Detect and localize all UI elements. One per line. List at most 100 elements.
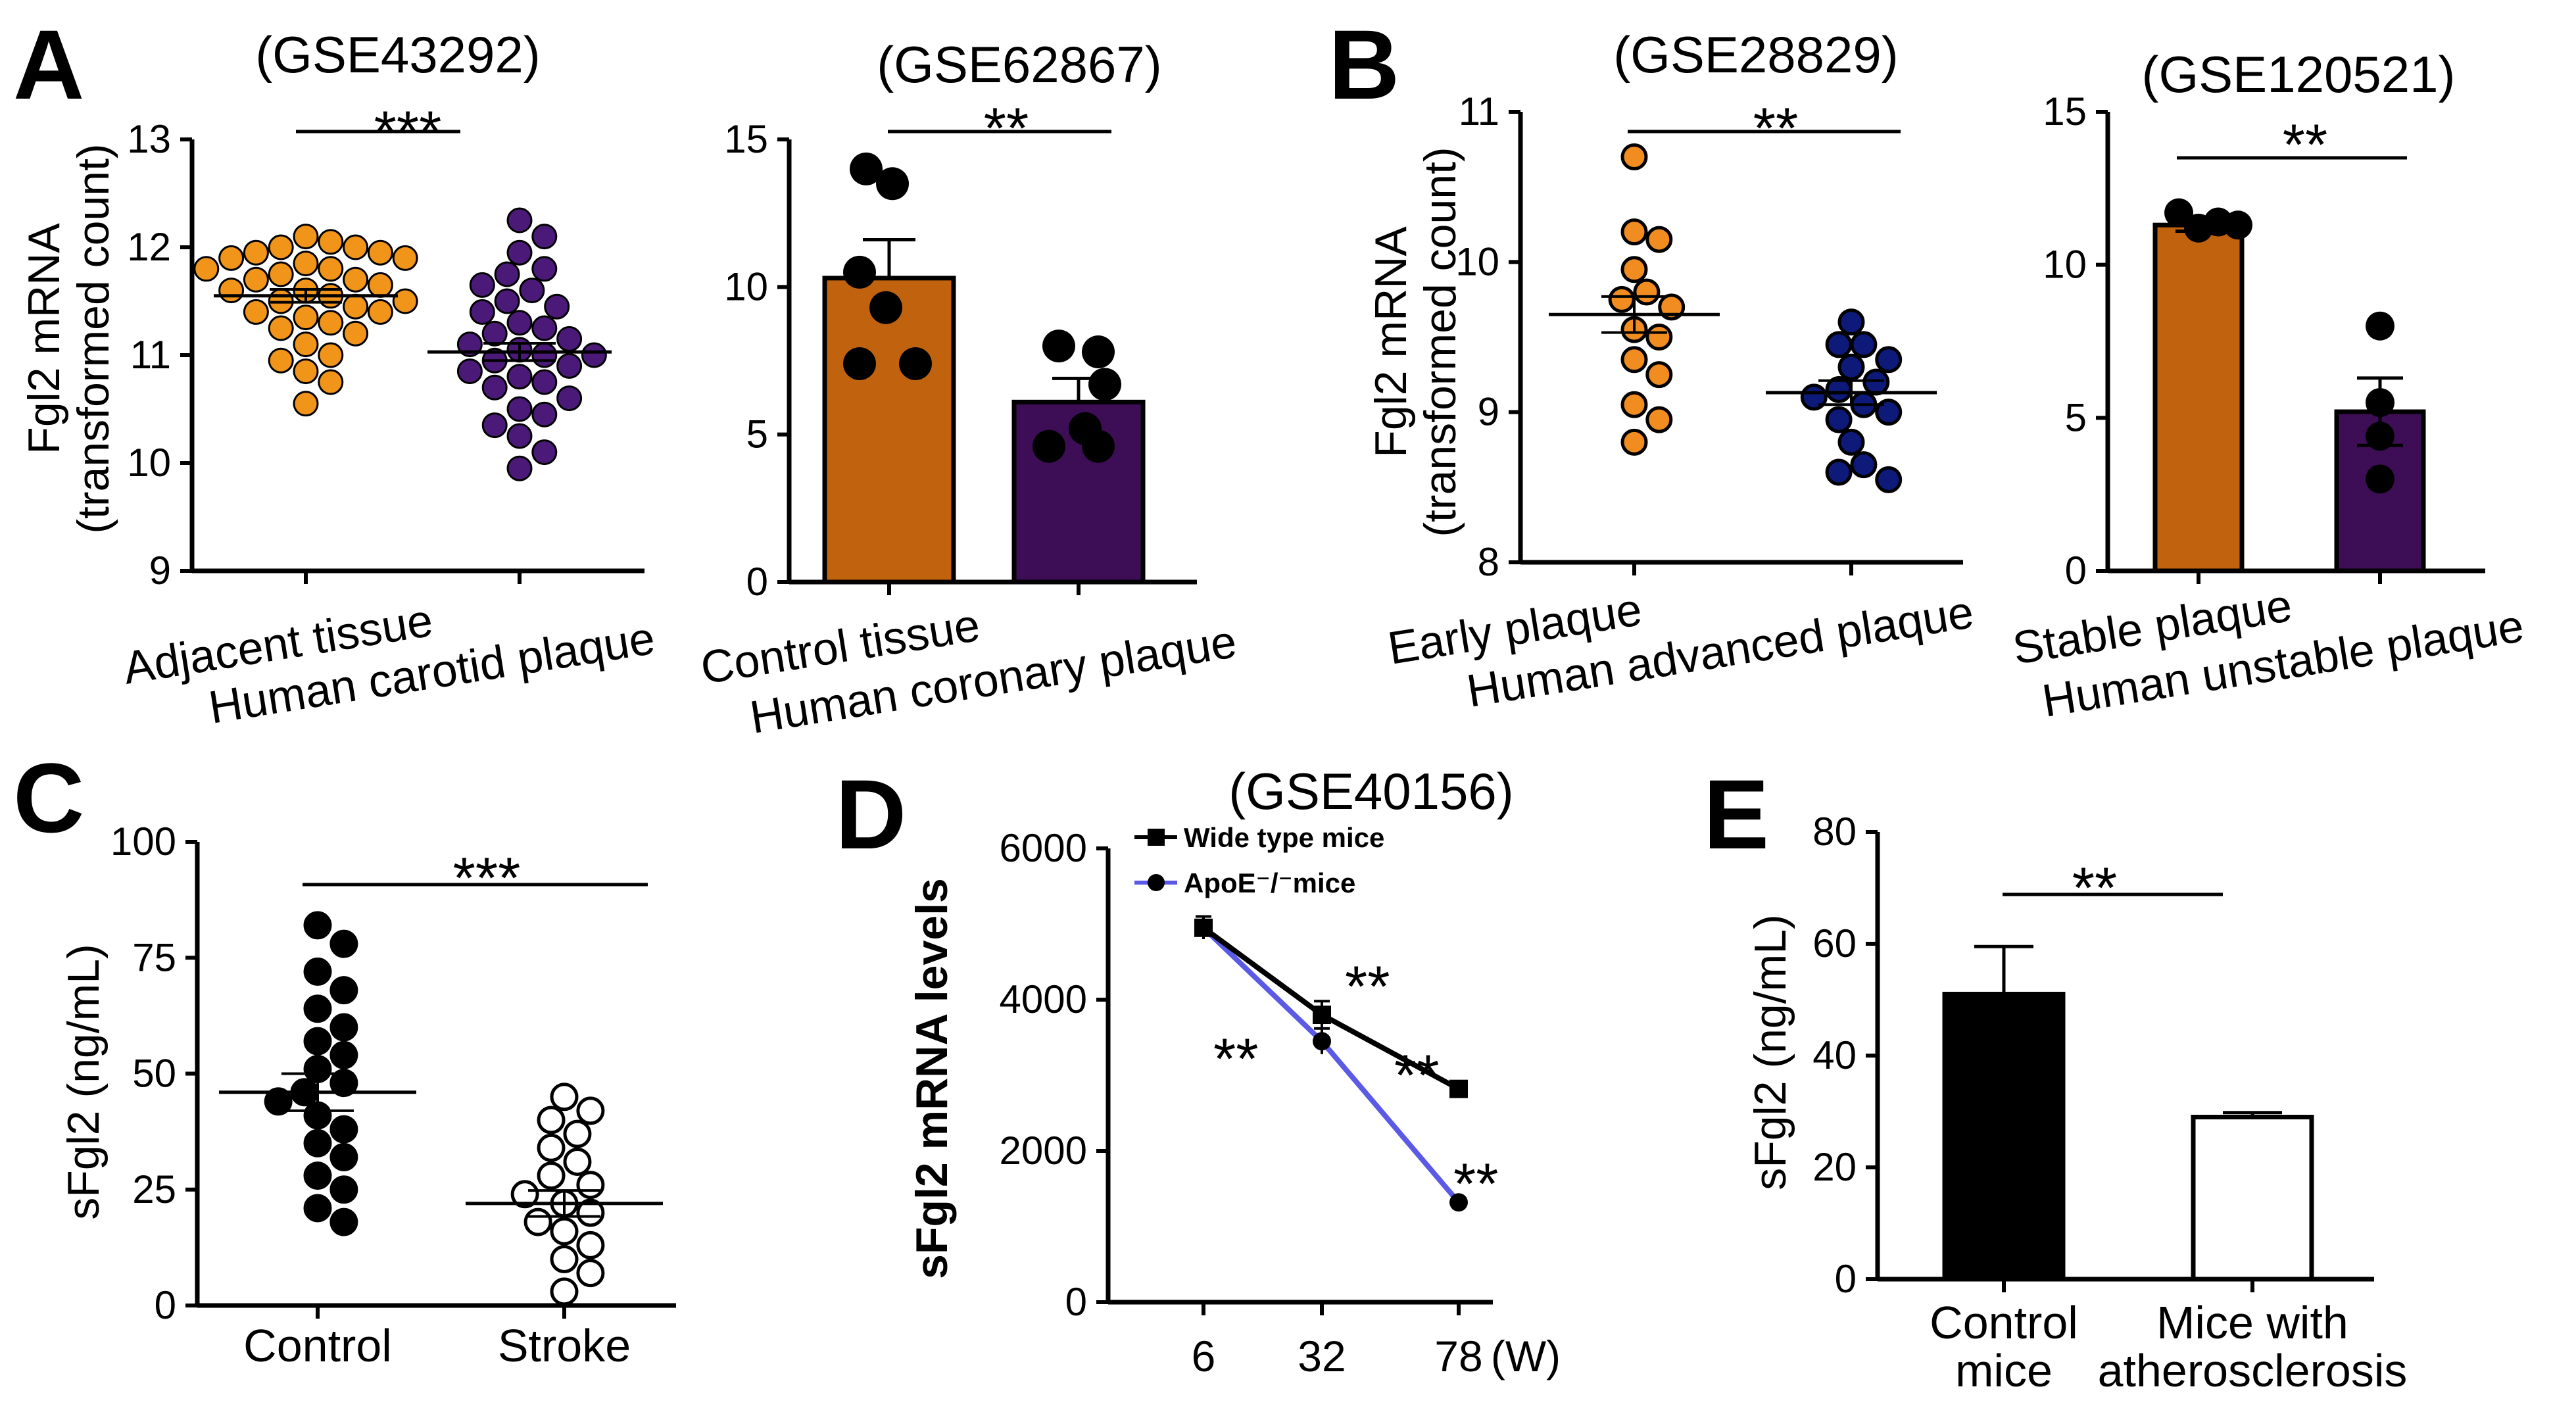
chart-b1-point-1-0 — [1837, 308, 1865, 336]
chart-c-ytick-label-0: 0 — [155, 1283, 176, 1327]
chart-a1-point-1-3 — [531, 256, 558, 282]
chart-d-point-0-2 — [1449, 1079, 1468, 1098]
chart-e-ytick-label-4: 80 — [1812, 810, 1857, 854]
chart-c-significance: *** — [453, 845, 521, 910]
chart-a1-point-1-6 — [519, 278, 545, 304]
chart-e-category-0-line2: mice — [1955, 1345, 2053, 1396]
panel-label-e: E — [1703, 759, 1769, 869]
chart-d-annotation-2: ** — [1394, 1042, 1440, 1108]
chart-e: sFgl2 (ng/mL) Control mice Mice with ath… — [1745, 810, 2407, 1396]
chart-a2-title: (GSE62867) — [877, 36, 1162, 93]
chart-a2-ytick-label-2: 10 — [724, 264, 768, 308]
chart-b1-point-0-2 — [1645, 226, 1673, 253]
chart-a1-point-1-9 — [469, 299, 495, 325]
chart-b2-point-1-0 — [2366, 311, 2394, 341]
chart-c-point-0-6 — [303, 1027, 332, 1056]
chart-a1-point-1-5 — [469, 272, 495, 298]
chart-c-point-0-13 — [329, 1115, 358, 1144]
chart-e-ytick-label-1: 20 — [1812, 1145, 1857, 1189]
chart-a2-ytick-label-3: 15 — [724, 117, 768, 161]
chart-a1-point-0-32 — [293, 391, 319, 417]
chart-b1-point-0-8 — [1645, 324, 1673, 351]
chart-a2-point-0-3 — [869, 291, 902, 324]
chart-a1-ytick-label-0: 9 — [149, 549, 171, 593]
chart-b1-ytick-label-2: 10 — [1455, 239, 1499, 283]
chart-a2-point-0-4 — [843, 347, 876, 380]
chart-c-point-0-1 — [329, 929, 358, 958]
chart-a1-point-0-2 — [268, 234, 294, 260]
chart-d-ylabel: sFgl2 mRNA levels — [907, 878, 957, 1279]
chart-a1-title: (GSE43292) — [255, 26, 541, 84]
chart-b1: (GSE28829) Fgl2 mRNA (transformed count)… — [1366, 26, 1977, 717]
chart-d-xlabel: (W) — [1491, 1332, 1561, 1380]
chart-a2-point-1-5 — [1082, 429, 1115, 463]
chart-a1: (GSE43292) Fgl2 mRNA (transformed count)… — [19, 26, 658, 733]
chart-b1-point-0-3 — [1620, 256, 1648, 283]
chart-a1-point-1-19 — [556, 353, 583, 379]
chart-c-point-0-17 — [329, 1175, 358, 1204]
chart-d-legend-marker-1 — [1148, 874, 1165, 891]
chart-d-annotation-0: ** — [1345, 954, 1390, 1019]
chart-b1-point-1-14 — [1875, 466, 1903, 493]
chart-c-point-1-5 — [563, 1147, 592, 1176]
chart-a1-point-0-14 — [367, 272, 393, 298]
chart-d: (GSE40156) sFgl2 mRNA levels (W) Wide ty… — [907, 762, 1561, 1380]
chart-a1-point-0-21 — [243, 299, 269, 325]
chart-e-category-0-line1: Control — [1930, 1297, 2078, 1348]
chart-c-point-1-14 — [550, 1245, 579, 1273]
chart-c-point-0-14 — [303, 1129, 332, 1158]
chart-a1-point-1-23 — [481, 374, 508, 401]
chart-a1-ytick-label-3: 12 — [127, 225, 171, 269]
chart-a1-point-0-30 — [293, 358, 319, 385]
chart-b1-point-0-0 — [1620, 143, 1648, 170]
chart-b1-point-0-5 — [1608, 285, 1636, 313]
chart-b2-ytick-label-0: 0 — [2065, 549, 2087, 593]
chart-b1-ylabel-line2: (transformed count) — [1415, 147, 1465, 537]
chart-c-ytick-label-4: 100 — [110, 819, 176, 864]
chart-a2-bar-0 — [822, 276, 956, 585]
chart-a1-point-0-0 — [293, 224, 319, 250]
chart-c-ytick-label-1: 25 — [132, 1167, 176, 1211]
chart-b1-point-0-10 — [1645, 361, 1673, 389]
chart-a1-point-1-20 — [456, 358, 483, 385]
chart-c-point-0-5 — [329, 1013, 358, 1042]
chart-a2-ytick-label-0: 0 — [746, 560, 768, 604]
chart-d-point-0-0 — [1194, 918, 1213, 937]
chart-d-legend-marker-0 — [1148, 829, 1165, 846]
chart-e-ytick-label-3: 60 — [1812, 921, 1857, 965]
chart-c-point-0-9 — [329, 1069, 358, 1098]
chart-b1-point-1-10 — [1825, 406, 1853, 433]
chart-b1-ytick-label-1: 9 — [1478, 390, 1499, 434]
chart-a1-point-1-4 — [494, 261, 520, 287]
chart-a1-point-0-12 — [343, 266, 369, 293]
chart-c-point-1-16 — [550, 1277, 579, 1306]
chart-d-ytick-label-3: 6000 — [1000, 826, 1087, 870]
chart-e-category-1-line1: Mice with — [2156, 1297, 2348, 1348]
chart-b1-point-1-3 — [1875, 346, 1903, 374]
chart-a1-point-1-13 — [556, 326, 583, 352]
chart-c-point-1-8 — [510, 1180, 539, 1209]
chart-a1-point-0-27 — [293, 331, 319, 358]
chart-a1-ytick-label-4: 13 — [127, 117, 171, 161]
panel-label-b: B — [1328, 9, 1399, 120]
chart-b2-title: (GSE120521) — [2142, 45, 2456, 103]
chart-b1-point-0-13 — [1620, 428, 1648, 456]
chart-b1-point-1-4 — [1837, 353, 1865, 381]
chart-a2-significance: ** — [984, 95, 1029, 160]
chart-a1-point-0-8 — [293, 251, 319, 277]
chart-c-point-1-1 — [576, 1096, 605, 1125]
chart-c-point-1-15 — [576, 1259, 605, 1288]
chart-c-point-1-13 — [576, 1231, 605, 1259]
chart-b1-point-1-1 — [1850, 331, 1878, 358]
chart-a1-point-1-28 — [506, 423, 533, 449]
chart-a1-point-0-24 — [318, 310, 344, 336]
chart-a1-point-1-24 — [556, 385, 583, 412]
chart-a1-point-1-26 — [531, 401, 558, 427]
chart-a2-point-1-0 — [1042, 329, 1075, 363]
chart-c-point-0-19 — [329, 1207, 358, 1236]
chart-a1-point-0-4 — [243, 239, 269, 266]
chart-a1-point-0-11 — [268, 261, 294, 287]
chart-b2-bar-0 — [2152, 222, 2245, 573]
chart-e-bar-0 — [1942, 992, 2066, 1282]
chart-a2-point-1-1 — [1082, 335, 1115, 369]
